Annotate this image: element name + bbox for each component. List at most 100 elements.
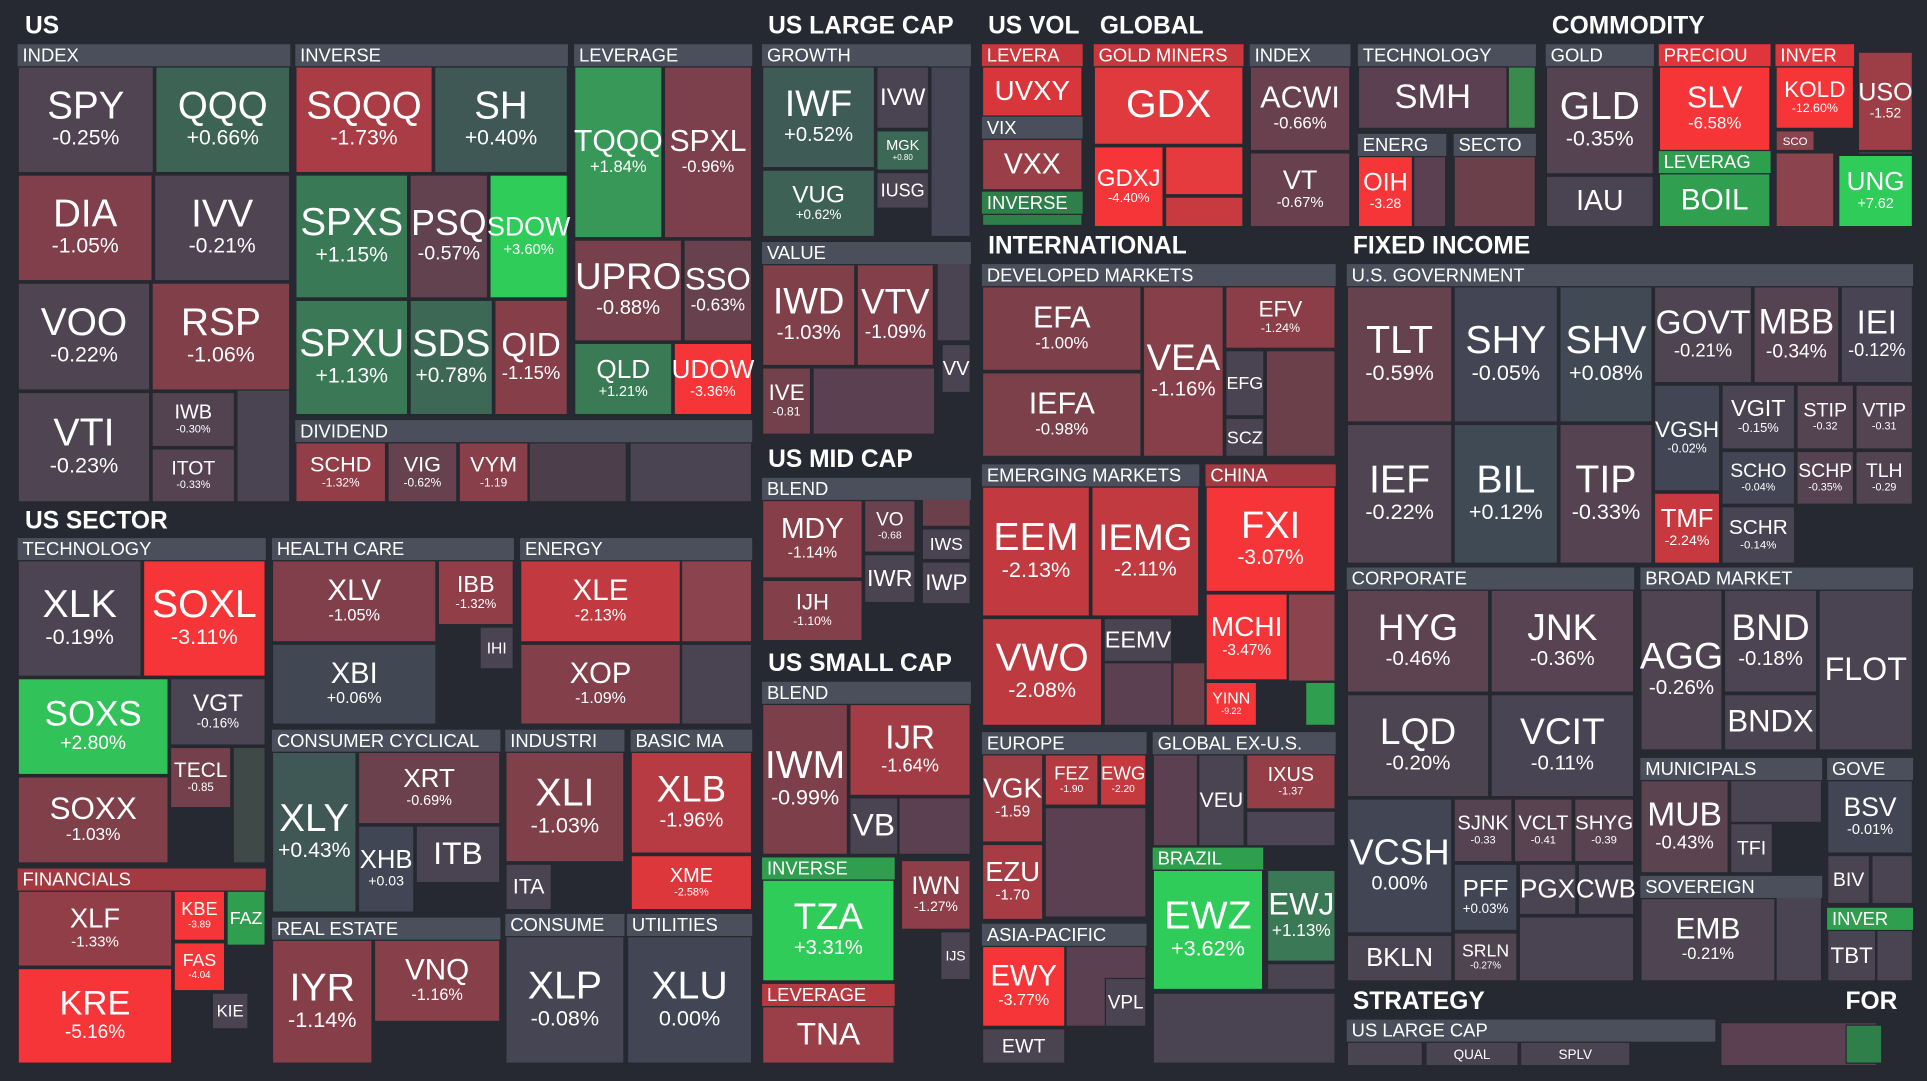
etf-tile[interactable]: [1559, 423, 1653, 564]
etf-tile[interactable]: [151, 448, 236, 503]
etf-tile[interactable]: [1855, 384, 1914, 450]
etf-tile[interactable]: [415, 825, 501, 884]
etf-tile[interactable]: [1198, 754, 1245, 847]
etf-tile[interactable]: [941, 343, 971, 394]
etf-tile[interactable]: [1640, 589, 1723, 751]
etf-tile[interactable]: [357, 751, 501, 825]
etf-tile[interactable]: [981, 1028, 1066, 1064]
etf-tile[interactable]: [762, 66, 876, 169]
etf-tile[interactable]: [271, 751, 357, 913]
etf-tile[interactable]: [1574, 798, 1635, 863]
etf-tile[interactable]: [1425, 1041, 1519, 1067]
etf-tile[interactable]: [17, 890, 173, 967]
etf-tile[interactable]: [1093, 146, 1164, 228]
etf-tile[interactable]: [1490, 694, 1635, 798]
etf-tile[interactable]: [1855, 450, 1914, 505]
etf-tile[interactable]: [762, 1006, 895, 1064]
etf-tile[interactable]: [1225, 417, 1265, 457]
etf-tile[interactable]: [981, 843, 1044, 921]
etf-tile[interactable]: [1640, 780, 1729, 874]
etf-tile[interactable]: [1545, 66, 1654, 175]
etf-tile[interactable]: [173, 942, 226, 992]
etf-tile[interactable]: [1453, 863, 1518, 932]
etf-tile[interactable]: [762, 499, 863, 579]
etf-tile[interactable]: [762, 169, 876, 238]
etf-tile[interactable]: [1518, 863, 1577, 916]
etf-tile[interactable]: [387, 442, 458, 503]
etf-tile[interactable]: [1346, 589, 1490, 693]
etf-tile[interactable]: [981, 617, 1103, 726]
etf-tile[interactable]: [1653, 286, 1753, 384]
etf-tile[interactable]: [1658, 173, 1771, 228]
etf-tile[interactable]: [1721, 450, 1796, 505]
etf-tile[interactable]: [17, 174, 153, 282]
etf-tile[interactable]: [437, 560, 514, 626]
etf-tile[interactable]: [1723, 694, 1818, 751]
etf-tile[interactable]: [1775, 66, 1855, 129]
etf-tile[interactable]: [1721, 506, 1796, 564]
etf-tile[interactable]: [505, 751, 625, 863]
etf-tile[interactable]: [630, 751, 753, 854]
etf-tile[interactable]: [1104, 977, 1147, 1027]
etf-tile[interactable]: [981, 138, 1083, 191]
etf-tile[interactable]: [683, 239, 753, 342]
etf-tile[interactable]: [1357, 66, 1508, 129]
etf-tile[interactable]: [17, 678, 169, 776]
etf-tile[interactable]: [1205, 486, 1336, 593]
etf-tile[interactable]: [151, 391, 236, 448]
etf-tile[interactable]: [17, 560, 142, 677]
etf-tile[interactable]: [1346, 934, 1453, 982]
etf-tile[interactable]: [169, 678, 266, 746]
etf-tile[interactable]: [1246, 754, 1336, 810]
etf-tile[interactable]: [1093, 66, 1244, 145]
etf-tile[interactable]: [295, 442, 387, 503]
etf-tile[interactable]: [271, 560, 437, 643]
etf-tile[interactable]: [1827, 929, 1877, 982]
etf-tile[interactable]: [1249, 152, 1351, 228]
etf-tile[interactable]: [863, 554, 916, 604]
etf-tile[interactable]: [295, 299, 409, 416]
etf-tile[interactable]: [357, 825, 415, 913]
etf-tile[interactable]: [505, 936, 625, 1064]
etf-tile[interactable]: [1840, 286, 1914, 384]
etf-tile[interactable]: [1205, 681, 1258, 726]
etf-tile[interactable]: [1266, 869, 1336, 962]
etf-tile[interactable]: [1753, 286, 1840, 384]
etf-tile[interactable]: [1513, 798, 1573, 863]
etf-tile[interactable]: [409, 299, 494, 416]
etf-tile[interactable]: [863, 499, 916, 553]
etf-tile[interactable]: [981, 486, 1091, 617]
etf-tile[interactable]: [1453, 286, 1559, 423]
etf-tile[interactable]: [295, 66, 433, 174]
etf-tile[interactable]: [1796, 450, 1855, 505]
etf-tile[interactable]: [1453, 423, 1559, 564]
etf-tile[interactable]: [762, 367, 812, 435]
etf-tile[interactable]: [1827, 854, 1871, 905]
etf-tile[interactable]: [1225, 286, 1336, 349]
etf-tile[interactable]: [876, 171, 930, 209]
etf-tile[interactable]: [1453, 798, 1513, 863]
etf-tile[interactable]: [762, 879, 895, 982]
etf-tile[interactable]: [1044, 754, 1099, 806]
etf-tile[interactable]: [981, 286, 1142, 371]
etf-tile[interactable]: [1152, 869, 1264, 991]
etf-tile[interactable]: [630, 854, 753, 911]
etf-tile[interactable]: [155, 66, 291, 174]
etf-tile[interactable]: [1723, 589, 1818, 693]
etf-tile[interactable]: [153, 174, 291, 282]
etf-tile[interactable]: [673, 342, 753, 416]
etf-tile[interactable]: [1827, 780, 1914, 854]
etf-tile[interactable]: [574, 66, 663, 239]
etf-tile[interactable]: [1490, 589, 1635, 693]
etf-tile[interactable]: [409, 174, 489, 299]
etf-tile[interactable]: [1103, 617, 1173, 663]
etf-tile[interactable]: [574, 239, 683, 342]
etf-tile[interactable]: [479, 626, 514, 670]
etf-tile[interactable]: [1577, 863, 1635, 916]
etf-tile[interactable]: [849, 797, 899, 855]
etf-tile[interactable]: [1653, 384, 1721, 492]
etf-tile[interactable]: [762, 264, 856, 367]
etf-tile[interactable]: [489, 174, 568, 299]
etf-tile[interactable]: [520, 643, 681, 725]
etf-tile[interactable]: [1838, 154, 1914, 228]
